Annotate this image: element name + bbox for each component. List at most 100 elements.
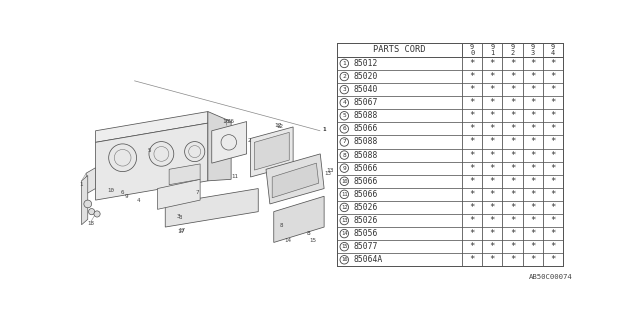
Polygon shape — [95, 112, 208, 142]
Text: 2: 2 — [342, 74, 346, 79]
Polygon shape — [274, 196, 324, 243]
Text: 16: 16 — [341, 257, 348, 262]
Text: *: * — [550, 85, 556, 94]
Text: 85064A: 85064A — [353, 255, 383, 264]
Text: 13: 13 — [324, 171, 332, 176]
Text: 85056: 85056 — [353, 229, 378, 238]
Text: *: * — [470, 111, 475, 120]
Text: *: * — [490, 216, 495, 225]
Text: *: * — [550, 59, 556, 68]
Text: *: * — [550, 177, 556, 186]
Text: 9: 9 — [510, 44, 515, 50]
Text: 9: 9 — [342, 166, 346, 171]
Polygon shape — [254, 132, 289, 170]
Text: 85088: 85088 — [353, 111, 378, 120]
Text: 14: 14 — [284, 238, 291, 243]
Text: 6: 6 — [121, 190, 124, 195]
Text: 3: 3 — [177, 214, 180, 219]
Text: *: * — [530, 124, 535, 133]
Text: 7: 7 — [342, 140, 346, 144]
Text: 1: 1 — [323, 127, 326, 132]
Text: 5: 5 — [342, 113, 346, 118]
Text: AB50C00074: AB50C00074 — [529, 274, 573, 280]
Text: 85026: 85026 — [353, 216, 378, 225]
Text: *: * — [470, 190, 475, 199]
Text: *: * — [550, 124, 556, 133]
Text: *: * — [510, 203, 515, 212]
Text: *: * — [490, 150, 495, 160]
Text: 17: 17 — [179, 228, 186, 233]
Text: *: * — [510, 229, 515, 238]
Text: 1: 1 — [322, 127, 326, 132]
Text: *: * — [490, 203, 495, 212]
Text: 15: 15 — [309, 238, 316, 243]
Text: 10: 10 — [108, 188, 115, 193]
Text: 3: 3 — [342, 87, 346, 92]
Text: 10: 10 — [341, 179, 348, 184]
Text: *: * — [490, 229, 495, 238]
Text: *: * — [530, 98, 535, 107]
Text: *: * — [470, 177, 475, 186]
Polygon shape — [157, 179, 200, 209]
Text: 8: 8 — [280, 223, 284, 228]
Text: 85066: 85066 — [353, 177, 378, 186]
Text: 85026: 85026 — [353, 203, 378, 212]
Text: *: * — [550, 190, 556, 199]
Text: *: * — [550, 138, 556, 147]
Text: *: * — [530, 164, 535, 173]
Text: 85012: 85012 — [353, 59, 378, 68]
Text: *: * — [510, 255, 515, 264]
Text: *: * — [470, 229, 475, 238]
Text: *: * — [530, 216, 535, 225]
Text: *: * — [490, 85, 495, 94]
Text: *: * — [470, 150, 475, 160]
Text: *: * — [510, 98, 515, 107]
Bar — [337, 43, 563, 266]
Text: 9: 9 — [470, 44, 474, 50]
Text: 1: 1 — [490, 50, 495, 56]
Text: 85077: 85077 — [353, 242, 378, 251]
Text: *: * — [550, 111, 556, 120]
Text: 15: 15 — [341, 244, 348, 249]
Text: *: * — [470, 85, 475, 94]
Polygon shape — [169, 164, 200, 185]
Text: *: * — [470, 138, 475, 147]
Text: 2: 2 — [510, 50, 515, 56]
Text: *: * — [510, 216, 515, 225]
Polygon shape — [212, 122, 246, 163]
Text: 18: 18 — [87, 221, 94, 226]
Text: *: * — [470, 255, 475, 264]
Text: 85066: 85066 — [353, 164, 378, 173]
Text: *: * — [470, 98, 475, 107]
Text: *: * — [530, 255, 535, 264]
Text: 3: 3 — [531, 50, 535, 56]
Polygon shape — [81, 175, 88, 225]
Text: *: * — [530, 229, 535, 238]
Text: 12: 12 — [274, 124, 282, 129]
Text: 4: 4 — [136, 197, 140, 203]
Polygon shape — [250, 127, 293, 177]
Text: *: * — [530, 138, 535, 147]
Text: *: * — [530, 111, 535, 120]
Circle shape — [94, 211, 100, 217]
Text: 11: 11 — [232, 174, 239, 180]
Text: *: * — [510, 72, 515, 81]
Text: *: * — [510, 190, 515, 199]
Text: *: * — [510, 85, 515, 94]
Text: 13: 13 — [341, 218, 348, 223]
Text: 6: 6 — [342, 126, 346, 132]
Text: *: * — [550, 229, 556, 238]
Text: *: * — [510, 59, 515, 68]
Text: *: * — [530, 242, 535, 251]
Text: 85020: 85020 — [353, 72, 378, 81]
Text: 1: 1 — [342, 61, 346, 66]
Circle shape — [88, 209, 95, 215]
Text: *: * — [490, 242, 495, 251]
Text: *: * — [550, 150, 556, 160]
Text: 9: 9 — [125, 194, 128, 199]
Text: *: * — [550, 98, 556, 107]
Text: 85040: 85040 — [353, 85, 378, 94]
Polygon shape — [95, 123, 208, 200]
Text: 8: 8 — [342, 153, 346, 157]
Text: 13: 13 — [326, 168, 334, 173]
